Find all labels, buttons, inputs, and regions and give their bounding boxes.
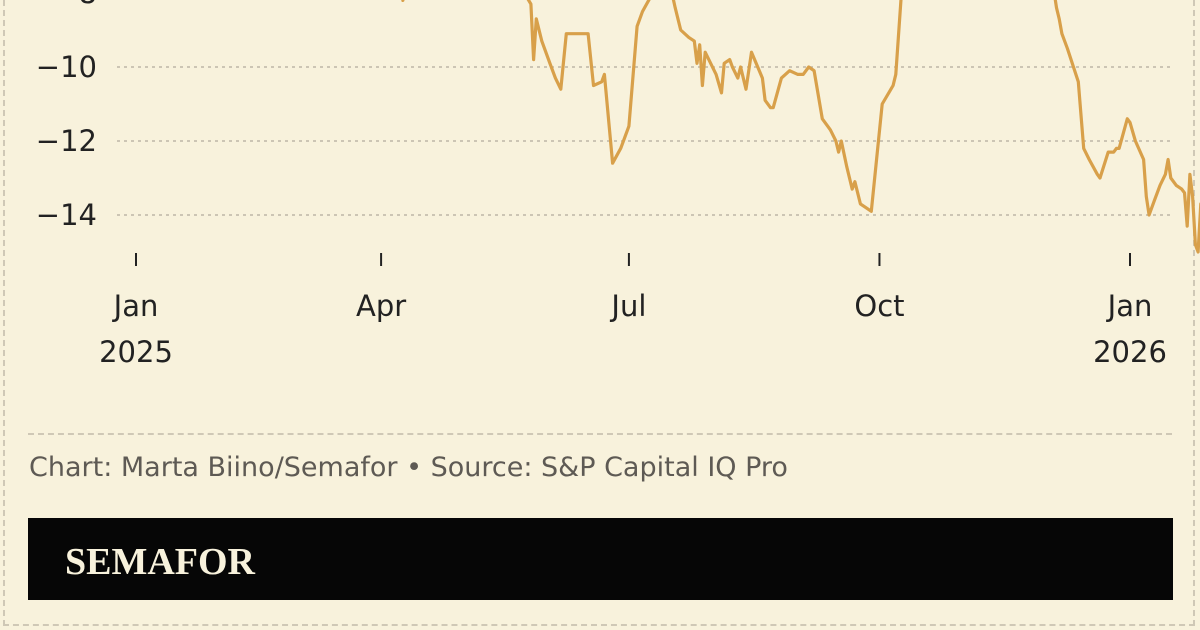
- y-tick-label: −10: [36, 50, 97, 84]
- footer-divider: [28, 433, 1172, 435]
- gridlines: [117, 66, 1172, 216]
- x-tick-label: Jul: [609, 289, 646, 323]
- x-tick-label: Jan: [112, 289, 159, 323]
- semafor-logo[interactable]: SEMAFOR: [65, 541, 255, 583]
- y-tick-label: −8: [54, 0, 97, 10]
- x-tick-label: Oct: [854, 289, 904, 323]
- y-axis: −8 −10 −12 −14: [36, 0, 97, 232]
- chart-credit: Chart: Marta Biino/Semafor • Source: S&P…: [29, 452, 788, 483]
- y-tick-label: −14: [36, 198, 97, 232]
- y-tick-label: −12: [36, 124, 97, 158]
- brand-bar: SEMAFOR: [28, 518, 1173, 600]
- x-axis: Jan 2025 Apr Jul Oct Jan 2026: [99, 253, 1167, 369]
- series-lines: [401, 0, 1200, 254]
- series-line: [401, 0, 1200, 254]
- x-tick-label: Jan: [1106, 289, 1153, 323]
- x-tick-label-year: 2025: [99, 335, 173, 369]
- x-tick-label: Apr: [356, 289, 406, 323]
- line-chart: −8 −10 −12 −14 Jan 2025 Apr Jul Oct Jan 2026: [36, 0, 1200, 369]
- x-tick-label-year: 2026: [1093, 335, 1167, 369]
